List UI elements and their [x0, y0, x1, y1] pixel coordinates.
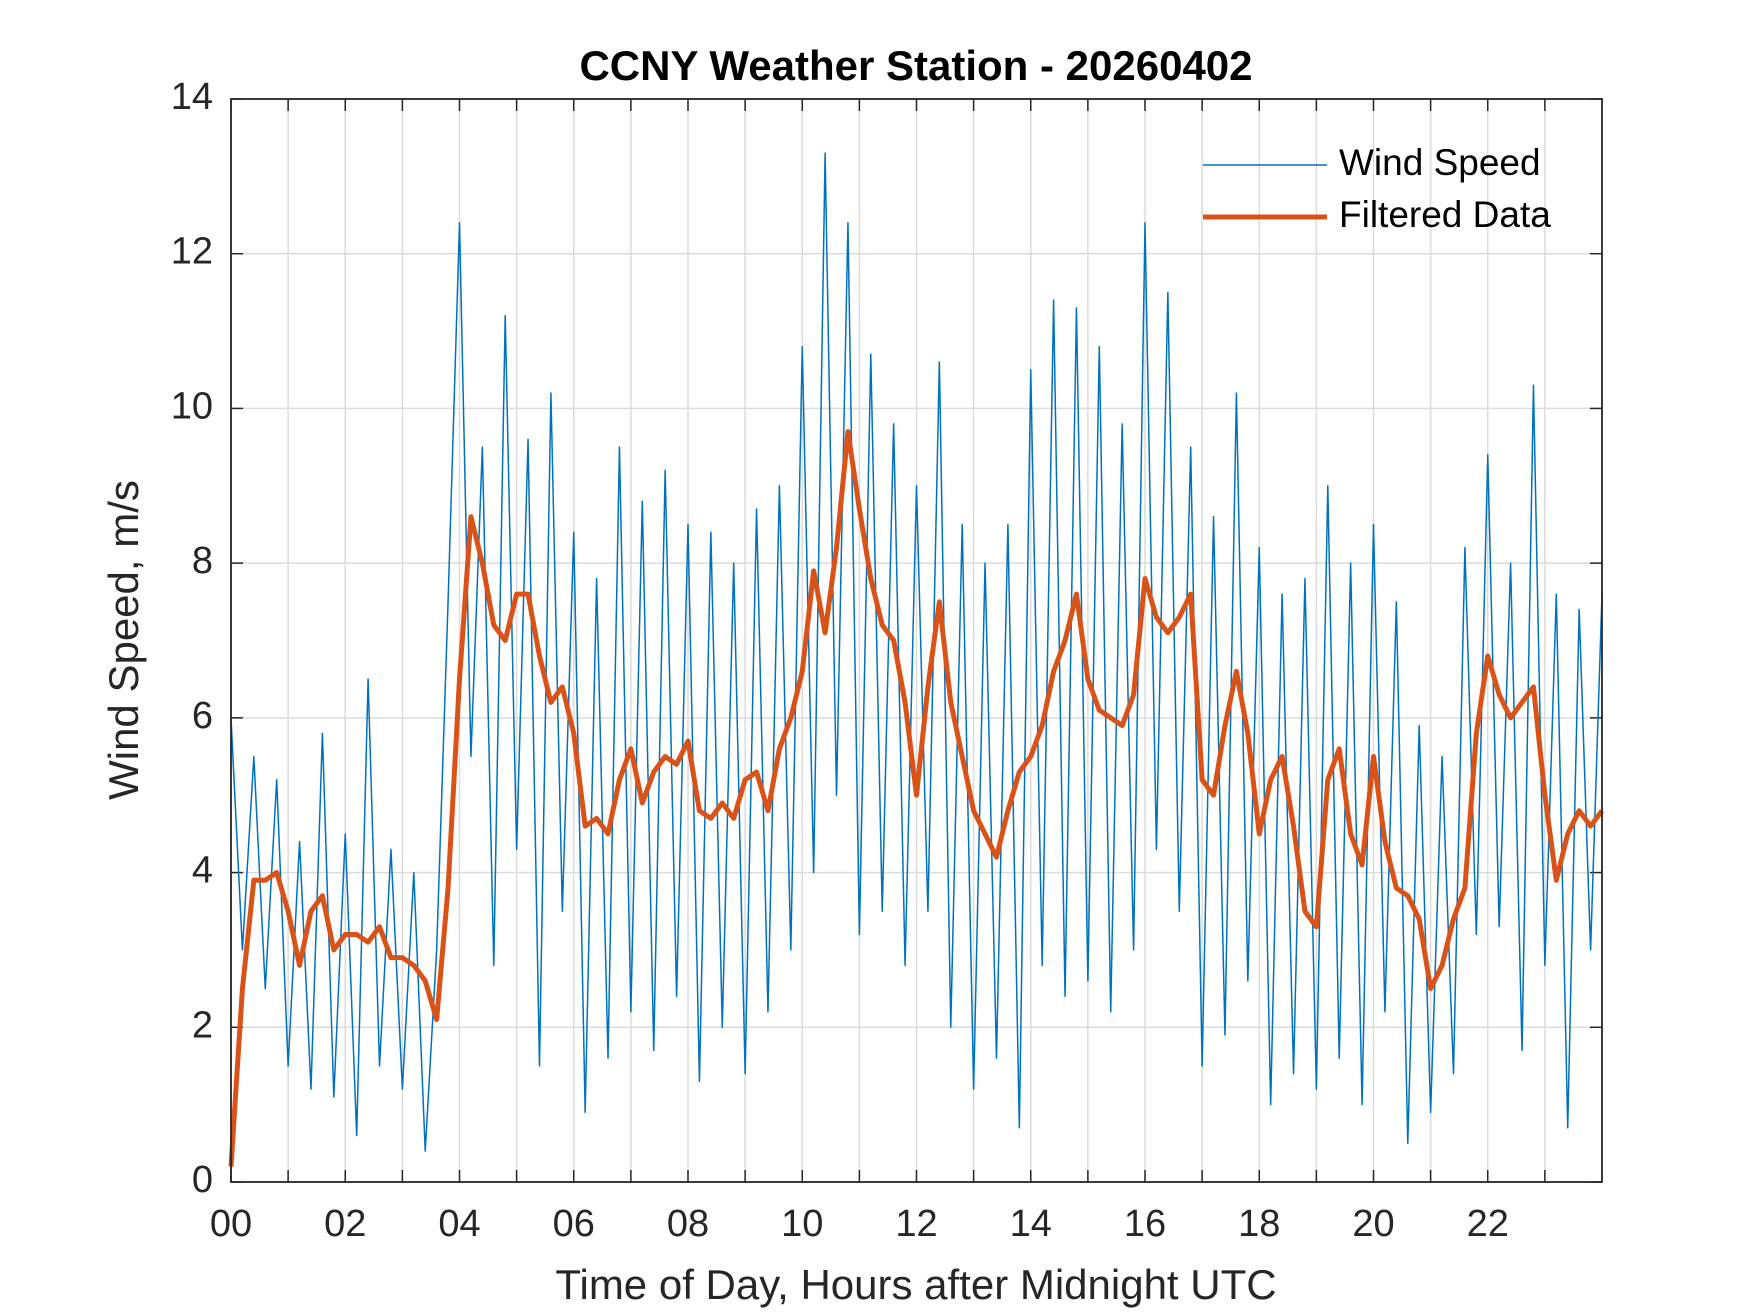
y-tick-label: 14: [171, 76, 213, 118]
x-tick-label: 20: [1352, 1203, 1394, 1245]
y-tick-label: 8: [192, 540, 213, 582]
x-axis-label: Time of Day, Hours after Midnight UTC: [555, 1261, 1276, 1308]
x-tick-label: 08: [667, 1203, 709, 1245]
x-tick-label: 18: [1238, 1203, 1280, 1245]
x-tick-label: 16: [1124, 1203, 1166, 1245]
y-tick-label: 10: [171, 385, 213, 427]
y-tick-label: 6: [192, 695, 213, 737]
x-tick-label: 00: [210, 1203, 252, 1245]
legend-label: Wind Speed: [1339, 142, 1541, 183]
y-tick-label: 0: [192, 1159, 213, 1201]
x-tick-label: 06: [553, 1203, 595, 1245]
y-tick-label: 2: [192, 1004, 213, 1046]
x-tick-label: 14: [1010, 1203, 1052, 1245]
legend-label: Filtered Data: [1339, 194, 1551, 235]
x-tick-label: 10: [781, 1203, 823, 1245]
series-line: [230, 152, 1603, 1152]
series-line: [228, 429, 1605, 1167]
axes-box: [230, 98, 1603, 1183]
x-tick-label: 04: [438, 1203, 480, 1245]
x-tick-label: 12: [895, 1203, 937, 1245]
chart-title: CCNY Weather Station - 20260402: [579, 42, 1252, 89]
y-tick-label: 4: [192, 850, 213, 892]
x-tick-label: 22: [1467, 1203, 1509, 1245]
x-tick-label: 02: [324, 1203, 366, 1245]
y-axis-label: Wind Speed, m/s: [100, 480, 147, 800]
y-tick-label: 12: [171, 231, 213, 273]
